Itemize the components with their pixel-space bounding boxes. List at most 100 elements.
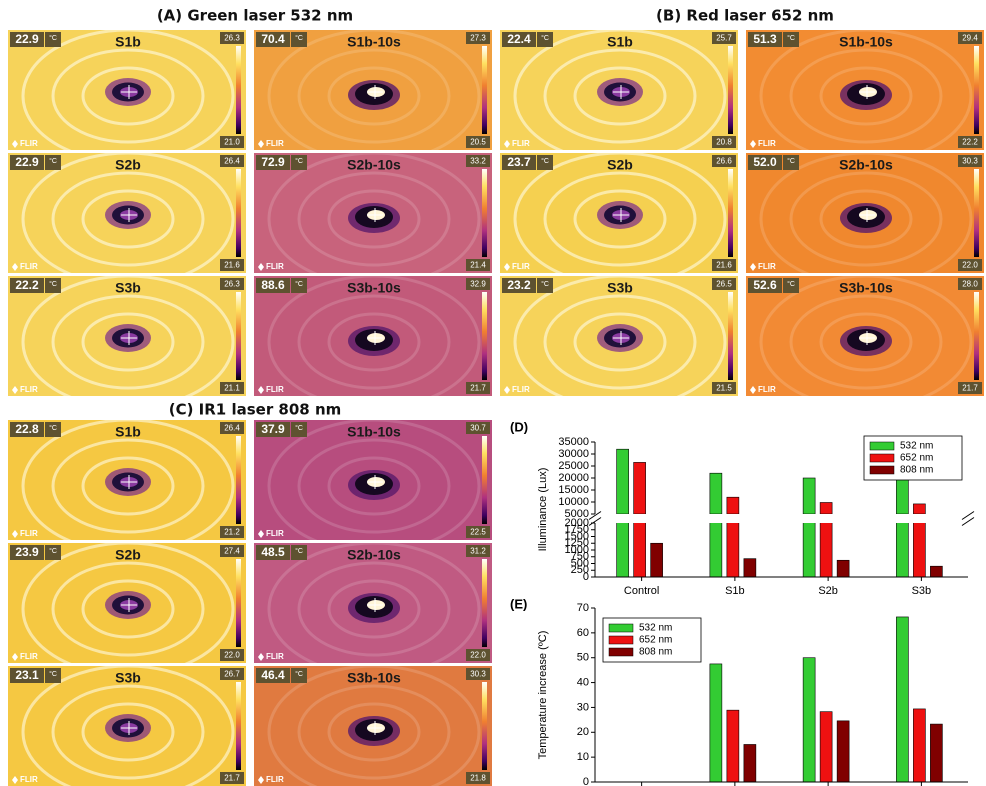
- scale-bar: [236, 436, 241, 524]
- bar: [802, 523, 816, 577]
- temp-box: [748, 32, 782, 47]
- scale-min: 21.0: [224, 138, 240, 147]
- bar: [819, 502, 833, 514]
- legend-swatch: [869, 465, 895, 475]
- ring: [81, 312, 175, 372]
- bar-group: [709, 616, 943, 782]
- logo: FLIR: [758, 385, 776, 394]
- bar: [913, 708, 926, 782]
- scale-max: 31.2: [470, 547, 486, 556]
- scale-max: 26.5: [716, 280, 732, 289]
- bar: [802, 657, 816, 782]
- scale-min: 21.7: [224, 774, 240, 783]
- bar: [633, 523, 646, 577]
- ring: [267, 30, 481, 150]
- logo-icon: [258, 386, 264, 394]
- bar: [726, 496, 740, 514]
- ring: [81, 579, 175, 639]
- thermal-image: 70.4 °C S1b-10s 27.3 20.5 FLIR: [254, 30, 492, 150]
- scale-max: 33.2: [470, 157, 486, 166]
- scale-min: 21.4: [470, 261, 486, 270]
- unit-box: [45, 545, 61, 560]
- temp-unit: °C: [295, 670, 303, 678]
- x-tick-label: S2b: [818, 585, 838, 597]
- unit-box: [291, 545, 307, 560]
- scale-max-box: [220, 668, 244, 680]
- bar: [709, 663, 723, 782]
- scale-max-box: [466, 545, 490, 557]
- scale-max-box: [712, 155, 736, 167]
- x-tick-label: Control: [624, 585, 659, 597]
- image-name: S3b: [115, 280, 141, 296]
- bar: [616, 448, 629, 514]
- bar: [896, 616, 909, 782]
- ring: [573, 189, 667, 249]
- temp-value: 52.6: [753, 278, 777, 292]
- temp-box: [10, 422, 44, 437]
- logo-icon: [12, 776, 18, 784]
- ring: [21, 153, 235, 273]
- unit-box: [537, 155, 553, 170]
- ring: [297, 48, 451, 144]
- scale-min-box: [220, 772, 244, 784]
- scale-min-box: [712, 382, 736, 394]
- scale-min: 22.0: [224, 651, 240, 660]
- ring: [51, 48, 205, 144]
- scale-max: 26.3: [224, 34, 240, 43]
- temp-value: 23.9: [15, 545, 39, 559]
- temp-box: [256, 32, 290, 47]
- temp-box: [10, 32, 44, 47]
- temp-value: 46.4: [261, 668, 285, 682]
- y-tick-label: 750: [571, 551, 589, 563]
- scale-min: 21.6: [224, 261, 240, 270]
- temp-box: [256, 422, 290, 437]
- y-tick-label: 2000: [565, 517, 589, 529]
- ring: [21, 30, 235, 150]
- scale-max-box: [466, 278, 490, 290]
- ring: [21, 420, 235, 540]
- thermal-image: 52.6 °C S3b-10s 28.0 21.7 FLIR: [746, 276, 984, 396]
- temp-value: 72.9: [261, 155, 285, 169]
- scale-min-box: [712, 136, 736, 148]
- y-tick-label: 25000: [558, 460, 589, 472]
- scale-max: 26.4: [224, 424, 240, 433]
- ring: [759, 276, 973, 396]
- scale-min-box: [466, 772, 490, 784]
- logo-icon: [504, 140, 510, 148]
- temp-unit: °C: [49, 157, 57, 165]
- ring: [573, 312, 667, 372]
- image-name: S1b-10s: [347, 34, 401, 50]
- scale-min: 21.7: [962, 384, 978, 393]
- thermal-image: 22.9 °C S1b 26.3 21.0 FLIR: [8, 30, 246, 150]
- unit-box: [45, 32, 61, 47]
- unit-box: [45, 155, 61, 170]
- panel-title: (B) Red laser 652 nm: [656, 7, 834, 25]
- logo: FLIR: [758, 139, 776, 148]
- bar: [726, 709, 740, 782]
- ring: [81, 189, 175, 249]
- temp-box: [748, 155, 782, 170]
- logo-icon: [12, 386, 18, 394]
- image-name: S1b: [115, 34, 141, 50]
- y-tick-label: 20000: [558, 472, 589, 484]
- scale-min-box: [466, 649, 490, 661]
- scale-min: 20.8: [716, 138, 732, 147]
- scale-min-box: [958, 136, 982, 148]
- temp-value: 23.1: [15, 668, 39, 682]
- scale-min-box: [220, 649, 244, 661]
- image-name: S1b: [115, 424, 141, 440]
- unit-box: [783, 32, 799, 47]
- y-tick-label: 1000: [565, 544, 589, 556]
- ring: [327, 66, 421, 126]
- ring: [789, 171, 943, 267]
- thermal-image: 23.9 °C S2b 27.4 22.0 FLIR: [8, 543, 246, 663]
- y-tick-label: 30: [577, 701, 589, 713]
- scale-max: 30.3: [470, 670, 486, 679]
- thermal-image: 88.6 °C S3b-10s 32.9 21.7 FLIR: [254, 276, 492, 396]
- logo-icon: [12, 653, 18, 661]
- scale-min-box: [958, 382, 982, 394]
- y-tick-label: 0: [583, 571, 589, 583]
- unit-box: [537, 32, 553, 47]
- logo: FLIR: [266, 139, 284, 148]
- scale-bar: [974, 46, 979, 134]
